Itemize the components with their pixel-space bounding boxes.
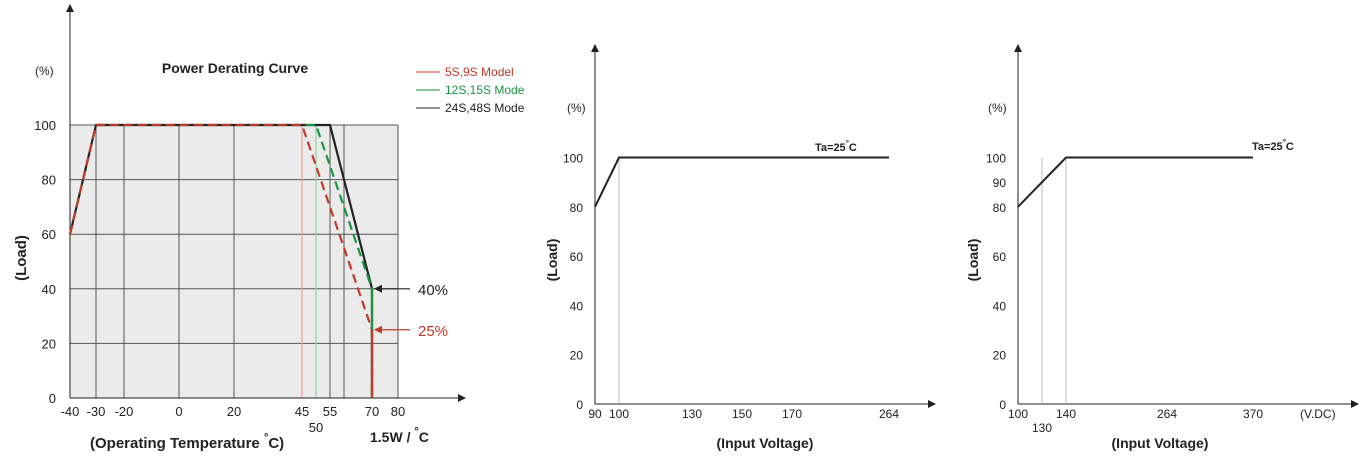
axes: [1014, 44, 1359, 408]
annotation-label: 25%: [418, 323, 448, 340]
x-tick-label: 90: [588, 407, 602, 421]
model-marker-lines: [301, 125, 317, 398]
y-tick-label: 60: [570, 250, 584, 264]
y-tick-label: 20: [42, 336, 56, 351]
x-tick-label: -30: [87, 404, 106, 419]
y-tick-label: 20: [993, 349, 1007, 363]
y-axis-label: (Load): [965, 239, 981, 282]
y-tick-label: 100: [986, 152, 1006, 166]
series-lines: [68, 123, 374, 398]
x-tick-label: 100: [609, 407, 629, 421]
temperature-annotation: Ta=25°C: [1252, 138, 1294, 153]
axes: [591, 44, 936, 408]
series-line: [1017, 156, 1253, 208]
y-tick-label: 40: [570, 299, 584, 313]
y-tick-label: 40: [993, 299, 1007, 313]
annotation-arrowhead: [374, 325, 382, 334]
axes: [66, 4, 466, 402]
x-tick-labels: 90 100 130 150 170 264: [588, 407, 899, 421]
y-tick-label: 90: [993, 176, 1007, 190]
x-tick-label: 20: [227, 404, 241, 419]
x-tick-label: 80: [391, 404, 405, 419]
x-tick-label: 55: [323, 404, 337, 419]
input-voltage-dc-chart: 100 130 140 264 370 0 20 40 60 80 90 100 (%) (Load…: [965, 44, 1359, 451]
y-tick-label: 80: [570, 201, 584, 215]
y-tick-label: 20: [570, 349, 584, 363]
x-tick-label: 264: [879, 407, 899, 421]
series-lines: [594, 156, 889, 208]
y-tick-labels: 0 20 40 60 80 90 100: [986, 152, 1006, 413]
derating-rate-label: 1.5W / °C: [370, 426, 429, 445]
x-tick-label: 370: [1243, 407, 1263, 421]
x-axis-label: (Operating Temperature °C): [90, 432, 284, 452]
annotation-label: 40%: [418, 282, 448, 299]
x-tick-label: 45: [295, 404, 309, 419]
y-tick-label: 60: [42, 227, 56, 242]
x-tick-label: 50: [309, 420, 323, 435]
y-tick-label: 100: [563, 152, 583, 166]
series-line: [594, 156, 889, 208]
legend: 5S,9S Model 12S,15S Mode 24S,48S Mode: [416, 65, 525, 115]
x-axis-label: (Input Voltage): [717, 435, 814, 451]
x-tick-label: 100: [1008, 407, 1028, 421]
y-tick-label: 60: [993, 250, 1007, 264]
x-tick-label: 130: [682, 407, 702, 421]
chart-title: Power Derating Curve: [162, 60, 308, 76]
x-tick-label: 70: [365, 404, 379, 419]
temperature-annotation: Ta=25°C: [815, 139, 857, 154]
x-axis-label: (Input Voltage): [1112, 435, 1209, 451]
annotations: 40% 25%: [374, 282, 448, 340]
y-axis-label: (Load): [13, 235, 30, 281]
y-unit-label: (%): [35, 64, 54, 78]
annotation-arrowhead: [374, 284, 382, 293]
x-tick-label: -40: [61, 404, 80, 419]
y-tick-label: 0: [576, 398, 583, 412]
y-tick-label: 0: [49, 391, 56, 406]
y-unit-label: (%): [567, 101, 586, 115]
x-tick-label: 0: [175, 404, 182, 419]
y-tick-label: 0: [999, 398, 1006, 412]
y-tick-labels: 0 20 40 60 80 100: [34, 118, 56, 406]
y-tick-label: 40: [42, 282, 56, 297]
y-tick-labels: 0 20 40 60 80 100: [563, 152, 583, 413]
x-tick-label: 150: [732, 407, 752, 421]
series-lines: [1017, 156, 1253, 208]
legend-entry: 24S,48S Mode: [445, 101, 525, 115]
legend-entry: 12S,15S Mode: [445, 83, 525, 97]
y-unit-label: (%): [988, 101, 1007, 115]
y-axis-label: (Load): [544, 239, 560, 282]
x-tick-labels: 100 130 140 264 370: [1008, 407, 1263, 435]
series-line-5s-9s-model: [68, 123, 374, 398]
y-tick-label: 80: [42, 173, 56, 188]
x-unit-label: (V.DC): [1300, 407, 1336, 421]
legend-entry: 5S,9S Model: [445, 65, 514, 79]
x-tick-label: 170: [782, 407, 802, 421]
x-tick-label: -20: [115, 404, 134, 419]
input-voltage-ac-chart: 90 100 130 150 170 264 0 20 40 60 80 100 (%) (Load…: [544, 44, 936, 451]
x-tick-label: 264: [1157, 407, 1177, 421]
y-tick-label: 100: [34, 118, 56, 133]
y-tick-label: 80: [993, 201, 1007, 215]
x-tick-label: 140: [1056, 407, 1076, 421]
x-tick-label: 130: [1032, 421, 1052, 435]
